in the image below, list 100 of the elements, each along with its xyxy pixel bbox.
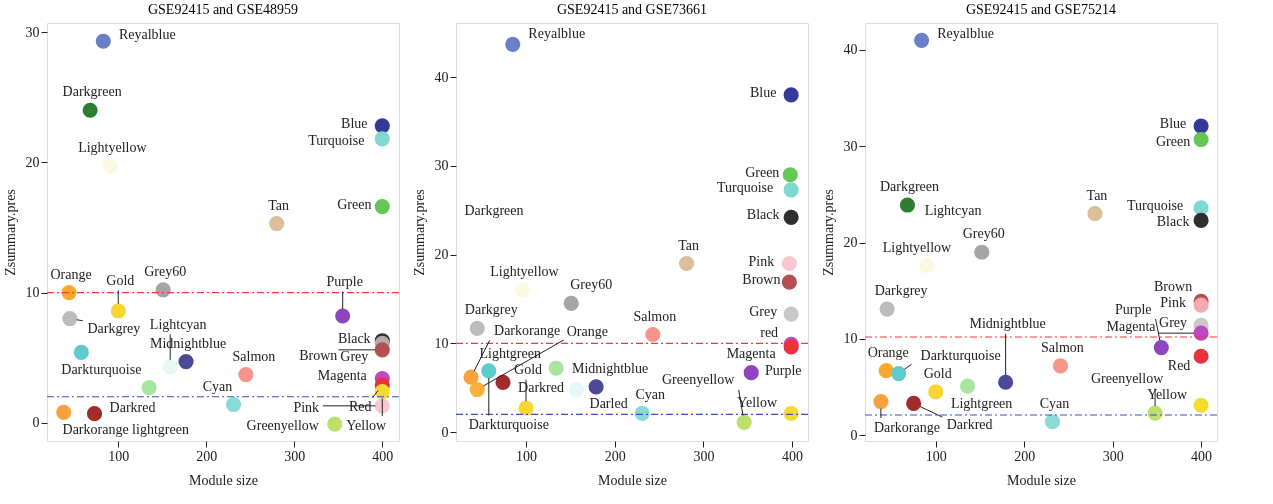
annotation: Brown <box>299 347 338 363</box>
x-tick-label: 400 <box>1191 448 1213 464</box>
x-tick-label: 400 <box>782 448 804 464</box>
annotation: Darkred <box>109 399 156 415</box>
x-axis-title: Module size <box>189 472 258 488</box>
point <box>899 197 916 213</box>
annotation: Lightgreen <box>950 396 1013 412</box>
annotation: Reyalblue <box>528 26 586 42</box>
annotation: Darkred <box>946 417 993 433</box>
point <box>919 258 935 274</box>
annotation: Greenyellow <box>662 372 736 388</box>
y-tick-label: 20 <box>434 247 449 263</box>
point <box>1087 206 1103 222</box>
point <box>1052 358 1069 374</box>
annotation: Turquoise <box>1126 197 1184 213</box>
point <box>56 404 72 420</box>
point <box>736 414 752 430</box>
annotation: Darkturquoise <box>468 416 549 432</box>
point <box>374 118 390 134</box>
point <box>141 380 157 396</box>
annotation: Red <box>1167 358 1191 374</box>
annotation: Purple <box>1115 301 1152 317</box>
point <box>873 393 889 410</box>
annotation: Reyalblue <box>118 27 176 43</box>
annotation: Yellow <box>737 395 778 411</box>
point <box>374 131 390 147</box>
point <box>1193 397 1209 413</box>
annotation: Cyan <box>1039 395 1070 411</box>
annotation: Lightgreen <box>479 346 541 362</box>
annotation: Darkgrey <box>87 320 141 336</box>
y-tick-label: 30 <box>434 158 449 174</box>
point <box>914 32 930 48</box>
annotation: Greenyellow <box>246 418 320 434</box>
x-tick-label: 400 <box>372 448 394 464</box>
annotation: Lightyellow <box>490 264 560 280</box>
y-tick-label: 20 <box>25 154 40 170</box>
y-tick-label: 40 <box>843 42 858 58</box>
annotation: Black <box>746 207 780 223</box>
y-tick-label: 30 <box>25 24 40 40</box>
point <box>1193 297 1209 313</box>
point <box>906 395 922 412</box>
annotation: Darkred <box>518 380 564 396</box>
point <box>1193 131 1209 148</box>
annotation: red <box>760 324 779 340</box>
point <box>878 363 894 379</box>
point <box>238 367 254 383</box>
point <box>225 396 242 413</box>
annotation: Cyan <box>202 378 233 394</box>
point <box>1193 118 1209 134</box>
annotation: Darkturquoise <box>920 347 1001 363</box>
annotation: Pink <box>293 399 320 415</box>
annotation: Brown <box>1154 279 1193 295</box>
point <box>518 400 534 416</box>
annotation: Darkgreen <box>62 84 122 100</box>
point <box>505 36 521 52</box>
point <box>569 381 585 398</box>
point <box>102 158 118 174</box>
point <box>374 199 390 215</box>
annotation: Tan <box>1086 187 1108 203</box>
point <box>374 398 390 414</box>
annotation: Black <box>337 330 371 346</box>
point <box>783 209 799 225</box>
point <box>110 303 126 319</box>
annotation: Magenta <box>726 346 777 362</box>
annotation: Orange <box>867 344 909 360</box>
y-axis-title: Zsummary.pres <box>820 189 836 276</box>
annotation: Blue <box>341 115 368 131</box>
annotation: Midnightblue <box>969 316 1046 332</box>
point <box>61 284 77 301</box>
point <box>1193 200 1209 216</box>
point <box>783 405 799 422</box>
x-tick-label: 300 <box>284 448 306 464</box>
point <box>783 87 799 103</box>
x-tick-label: 100 <box>925 448 947 464</box>
annotation: Magenta <box>317 368 368 384</box>
annotation: Gold <box>923 365 952 381</box>
point <box>374 342 390 358</box>
point <box>645 326 661 343</box>
y-axis-title: Zsummary.pres <box>411 189 427 276</box>
point <box>1044 414 1061 430</box>
point <box>155 282 171 298</box>
point <box>928 384 944 400</box>
x-tick-label: 100 <box>516 448 538 464</box>
annotation: Grey60 <box>962 226 1005 242</box>
y-tick-label: 0 <box>32 415 40 431</box>
y-tick-label: 30 <box>843 138 858 154</box>
chart-title: GSE92415 and GSE73661 <box>556 2 708 17</box>
annotation: Darkgrey <box>464 302 518 318</box>
point <box>998 374 1014 390</box>
point <box>178 354 194 370</box>
annotation: Salmon <box>232 348 276 364</box>
point <box>514 282 531 298</box>
annotation: Gold <box>514 362 543 378</box>
x-tick-label: 200 <box>196 448 218 464</box>
annotation: Salmon <box>633 308 677 324</box>
annotation: Gold <box>106 272 135 288</box>
annotation: Tan <box>268 197 290 213</box>
point <box>62 311 78 327</box>
point <box>782 167 798 183</box>
annotation: Lightyellow <box>882 239 953 255</box>
